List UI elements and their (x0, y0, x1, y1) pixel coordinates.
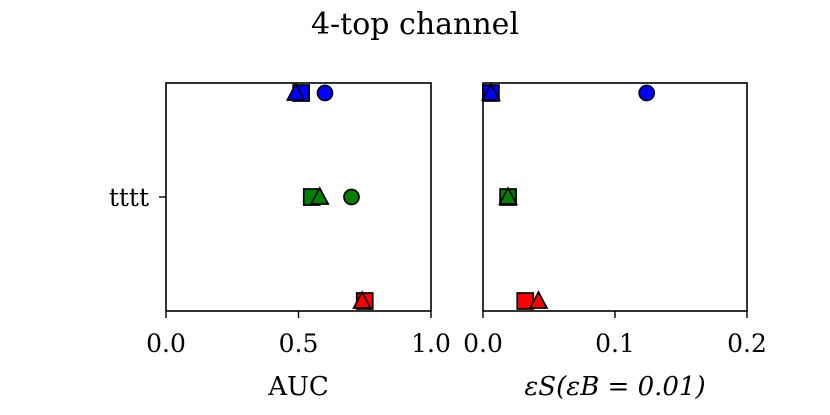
panel-2: 0.0 0.1 0.2 εS(εB = 0.01) (463, 82, 767, 402)
circle-marker (638, 84, 656, 102)
x-tick-label: 0.5 (279, 329, 319, 358)
triangle-marker (352, 290, 373, 309)
triangle-marker (528, 290, 549, 309)
x-axis-label: εS(εB = 0.01) (524, 372, 705, 402)
x-tick-label: 0.2 (727, 329, 767, 358)
triangle-marker (309, 186, 330, 205)
circle-marker (343, 188, 360, 206)
triangle-marker (285, 82, 306, 101)
x-tick-label: 0.0 (146, 329, 186, 358)
panels: 0.0 0.5 1.0 AUC 0.0 0.1 0.2 εS(εB = 0.01) (146, 82, 767, 402)
x-tick-label: 1.0 (411, 329, 451, 358)
x-tick-label: 0.1 (595, 329, 635, 358)
chart-title: 4-top channel (311, 7, 519, 42)
circle-marker (316, 84, 334, 102)
panel-1: 0.0 0.5 1.0 AUC (146, 82, 451, 402)
x-axis-label: AUC (267, 372, 329, 402)
y-category-label: tttt (109, 183, 149, 212)
panel-frame (165, 82, 432, 312)
triangle-marker (498, 186, 518, 205)
triangle-marker (481, 82, 501, 101)
x-tick-label: 0.0 (463, 329, 503, 358)
panel-frame (482, 82, 748, 312)
